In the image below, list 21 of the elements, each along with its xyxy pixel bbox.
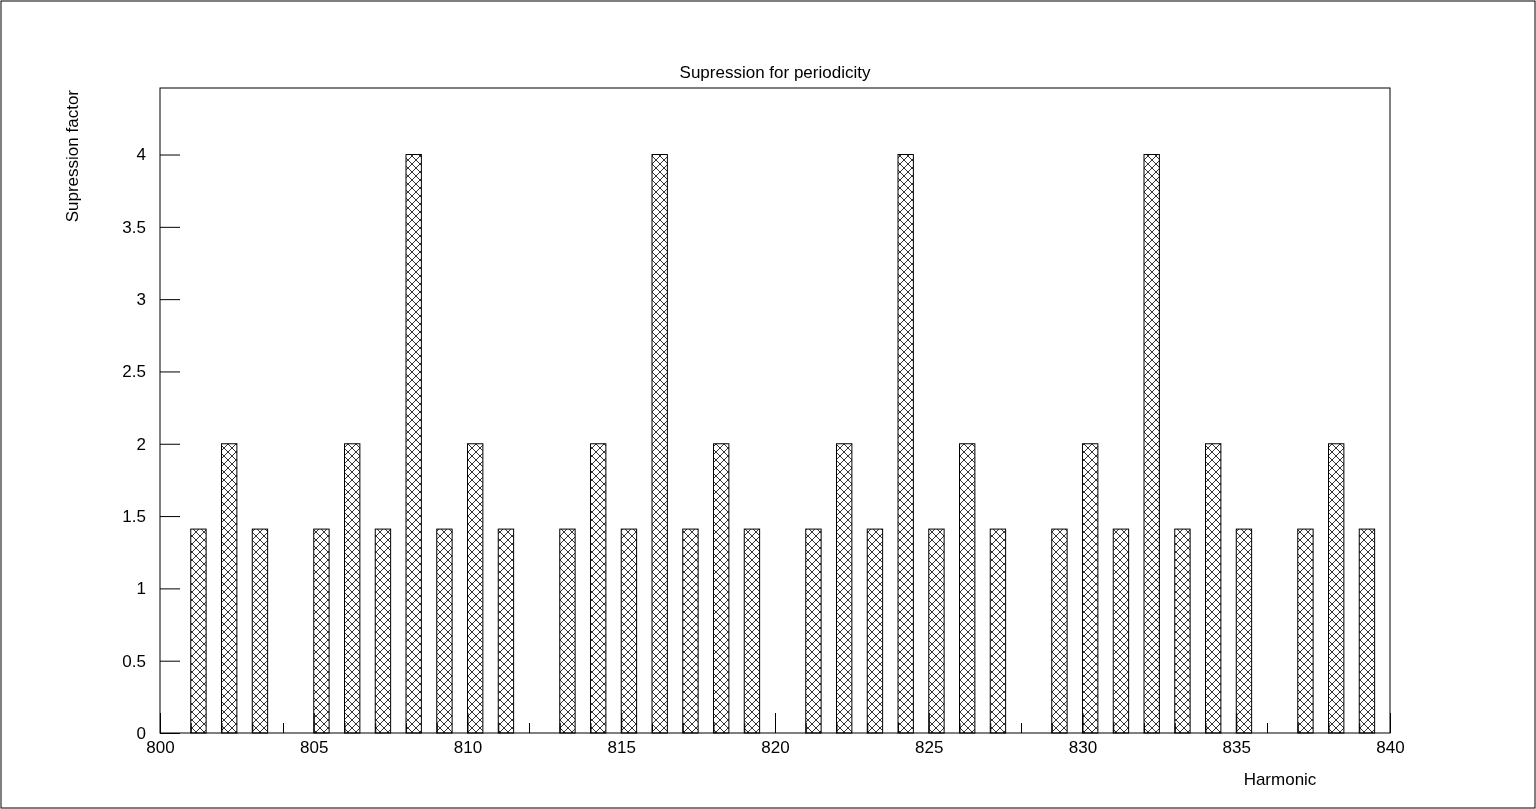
y-tick-label: 2.5	[122, 362, 146, 382]
x-tick-label: 835	[1222, 738, 1251, 758]
y-axis-title: Supression factor	[63, 89, 82, 223]
y-tick-label: 0.5	[122, 651, 146, 671]
x-tick-label: 815	[607, 738, 636, 758]
y-tick-label: 4	[136, 145, 146, 165]
x-axis-title: Harmonic	[1243, 770, 1317, 789]
chart-title: Supression for periodicity	[679, 63, 871, 82]
y-tick-label: 2	[136, 434, 146, 454]
x-tick-label: 800	[146, 738, 175, 758]
y-tick-label: 0	[136, 723, 146, 743]
y-tick-label: 3	[136, 290, 146, 310]
x-tick-label: 840	[1376, 738, 1405, 758]
x-tick-label: 805	[300, 738, 329, 758]
y-tick-label: 1	[136, 579, 146, 599]
x-tick-label: 830	[1068, 738, 1098, 758]
x-tick-label: 825	[915, 738, 944, 758]
x-tick-label: 820	[761, 738, 790, 758]
x-tick-label: 810	[453, 738, 483, 758]
y-tick-label: 3.5	[122, 217, 146, 237]
y-tick-label: 1.5	[122, 507, 146, 527]
